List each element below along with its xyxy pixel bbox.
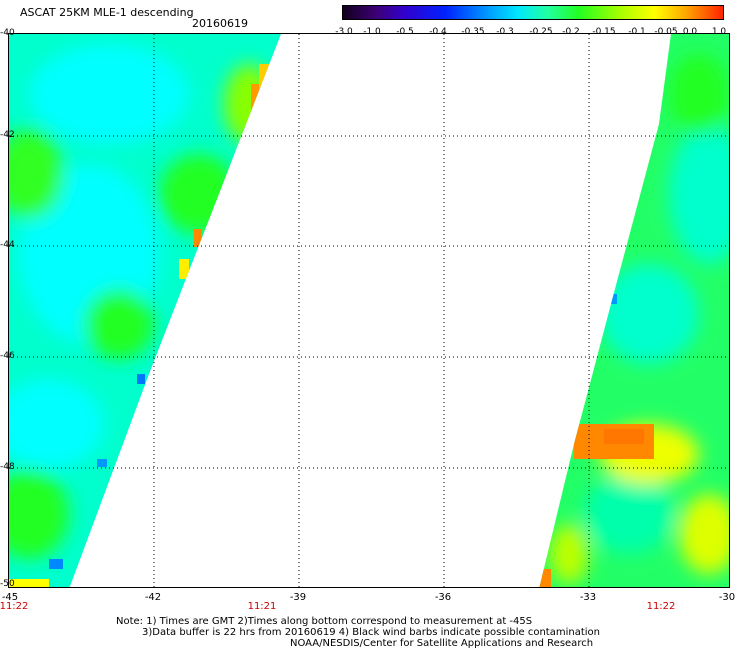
time-label: 11:22 bbox=[646, 601, 676, 612]
colorbar-tick: -1.0 bbox=[363, 27, 381, 37]
map-svg bbox=[9, 34, 729, 587]
lat-label: -44 bbox=[0, 240, 15, 250]
time-label: 11:22 bbox=[0, 601, 29, 612]
colorbar-tick: -3.0 bbox=[335, 27, 353, 37]
lon-label: -39 bbox=[289, 592, 307, 603]
colorbar-tick: -0.05 bbox=[654, 27, 678, 37]
colorbar-tick: -0.1 bbox=[628, 27, 646, 37]
colorbar-tick: 1.0 bbox=[711, 27, 727, 37]
lat-label: -42 bbox=[0, 130, 15, 140]
left-swath bbox=[9, 34, 281, 587]
time-label: 11:21 bbox=[247, 601, 277, 612]
colorbar-tick: -0.35 bbox=[461, 27, 485, 37]
colorbar-tick: 0.0 bbox=[682, 27, 698, 37]
colorbar-tick: -0.5 bbox=[396, 27, 414, 37]
lon-label: -36 bbox=[434, 592, 452, 603]
note-line-1: Note: 1) Times are GMT 2)Times along bot… bbox=[116, 616, 533, 627]
lat-label: -48 bbox=[0, 462, 15, 472]
lon-label: -45 bbox=[1, 592, 19, 603]
map-panel bbox=[8, 33, 730, 588]
colorbar-tick: -0.15 bbox=[592, 27, 616, 37]
colorbar-tick: -0.4 bbox=[429, 27, 447, 37]
right-swath bbox=[539, 34, 729, 587]
plot-title: ASCAT 25KM MLE-1 descending bbox=[20, 6, 194, 19]
lon-label: -33 bbox=[579, 592, 597, 603]
graticule bbox=[9, 34, 729, 587]
lat-label: -50 bbox=[0, 579, 15, 589]
lon-label: -30 bbox=[718, 592, 736, 603]
colorbar-tick: -0.2 bbox=[562, 27, 580, 37]
colorbar bbox=[342, 5, 724, 20]
plot-date: 20160619 bbox=[192, 17, 248, 30]
lat-label: -46 bbox=[0, 351, 15, 361]
colorbar-tick: -0.25 bbox=[529, 27, 553, 37]
note-line-3: NOAA/NESDIS/Center for Satellite Applica… bbox=[290, 638, 594, 649]
colorbar-tick: -0.3 bbox=[496, 27, 514, 37]
note-line-2: 3)Data buffer is 22 hrs from 20160619 4)… bbox=[142, 627, 600, 638]
lon-label: -42 bbox=[144, 592, 162, 603]
lat-label: -40 bbox=[0, 28, 15, 38]
